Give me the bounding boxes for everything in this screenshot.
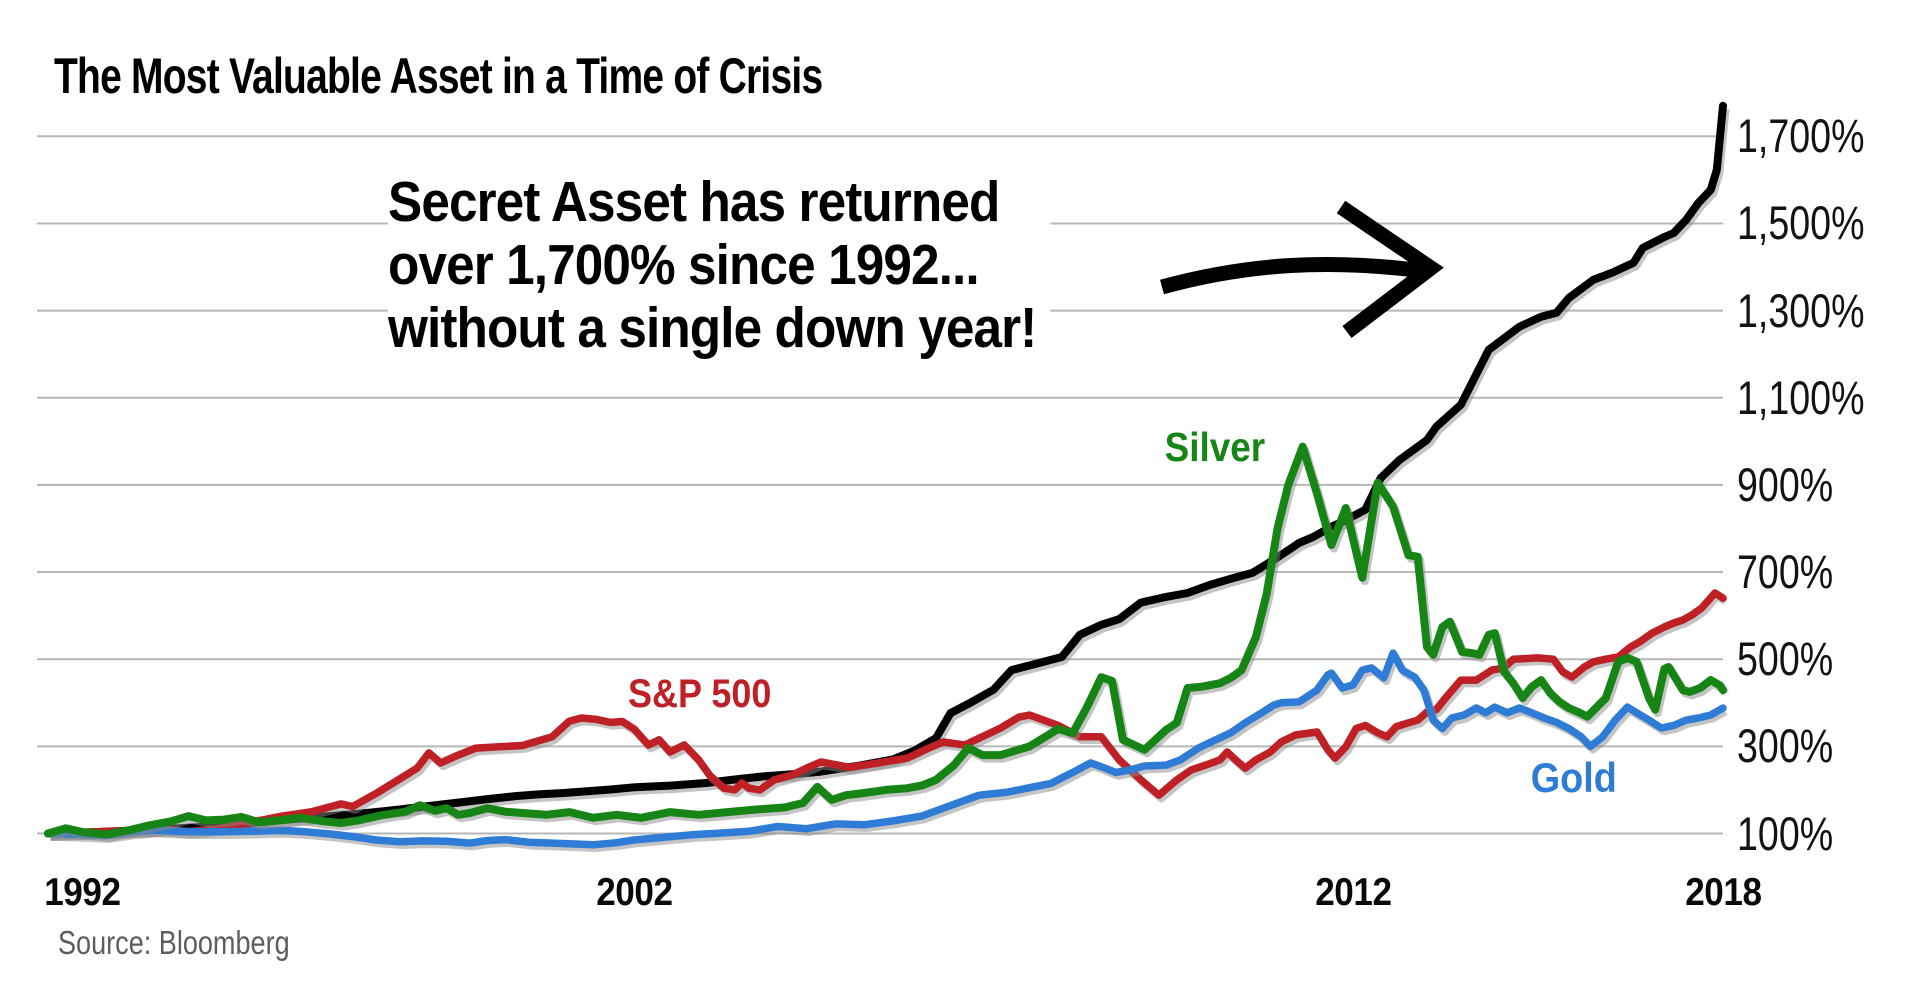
y-tick-label: 100% xyxy=(1737,806,1834,860)
y-tick-label: 1,100% xyxy=(1737,370,1865,424)
y-tick-label: 1,700% xyxy=(1737,109,1865,163)
series-line-silver xyxy=(44,442,1727,839)
x-tick-label-1992: 1992 xyxy=(44,871,121,914)
annotation-line-1: Secret Asset has returned xyxy=(388,170,1000,234)
annotation-line-3: without a single down year! xyxy=(388,296,1037,360)
page-title: The Most Valuable Asset in a Time of Cri… xyxy=(54,48,823,104)
y-tick-label: 1,300% xyxy=(1737,283,1865,337)
series-label-silver: Silver xyxy=(1164,424,1266,470)
series-label-gold: Gold xyxy=(1530,754,1618,801)
series-line-gold xyxy=(44,649,1727,849)
y-tick-label: 500% xyxy=(1737,632,1834,686)
x-tick-label-2002: 2002 xyxy=(595,871,673,914)
x-tick-label-2012: 2012 xyxy=(1314,871,1392,914)
y-tick-label: 300% xyxy=(1737,719,1834,773)
y-tick-label: 1,500% xyxy=(1737,196,1865,250)
series-label-s-p-500: S&P 500 xyxy=(628,672,772,716)
y-tick-label: 700% xyxy=(1737,545,1834,599)
source-note: Source: Bloomberg xyxy=(58,924,290,961)
x-tick-label-2018: 2018 xyxy=(1684,871,1762,914)
annotation-callout: Secret Asset has returned over 1,700% si… xyxy=(388,169,1051,368)
y-tick-label: 900% xyxy=(1737,457,1834,511)
annotation-line-2: over 1,700% since 1992... xyxy=(388,233,980,297)
